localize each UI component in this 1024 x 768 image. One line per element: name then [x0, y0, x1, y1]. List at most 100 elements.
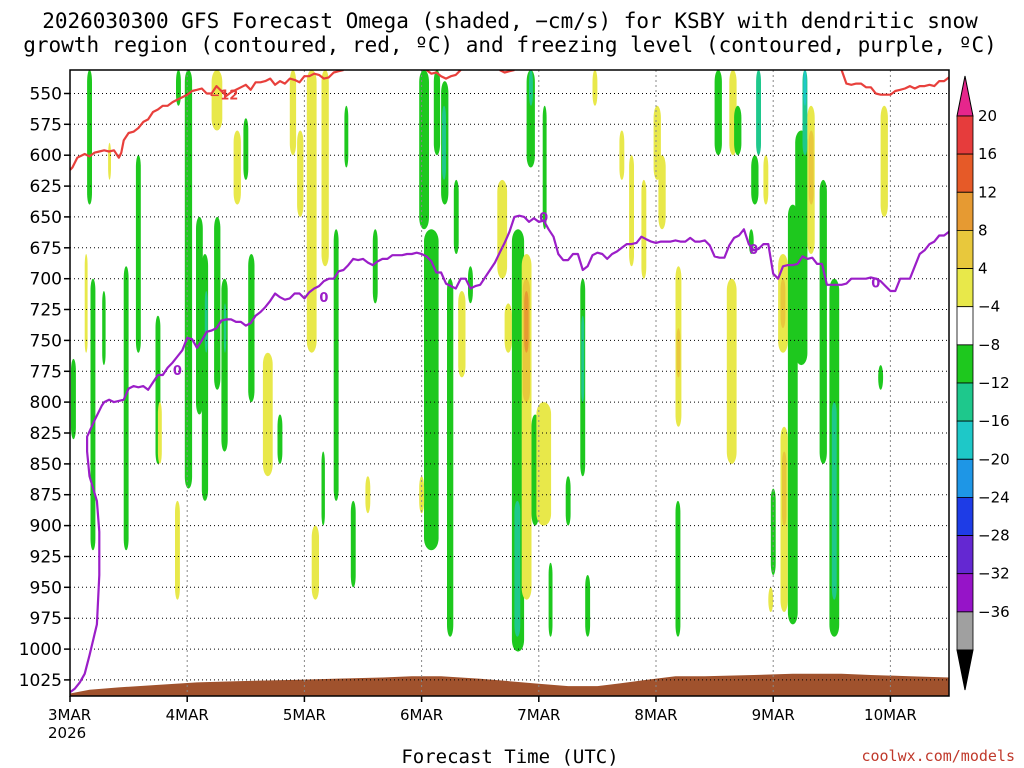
y-tick-label: 1025 [19, 671, 62, 691]
x-tick-label: 10MAR [864, 706, 917, 724]
colorbar-segment [956, 420, 974, 460]
omega-cell [763, 155, 769, 205]
colorbar-label: −28 [978, 527, 1010, 545]
omega-cell [289, 70, 297, 156]
omega-cell [497, 179, 508, 279]
omega-cell [524, 291, 529, 353]
omega-cell [629, 155, 634, 267]
x-tick-label: 8MAR [634, 706, 677, 724]
x-tick-label: 9MAR [752, 706, 795, 724]
colorbar-label: 8 [978, 221, 988, 239]
omega-cell [71, 358, 76, 440]
omega-cell [447, 278, 454, 637]
omega-cell [803, 70, 807, 106]
omega-cell [536, 402, 552, 526]
colorbar-label: −32 [978, 565, 1010, 583]
colorbar-segment [956, 573, 974, 613]
colorbar-label: −4 [978, 298, 1000, 316]
x-tick-label: 5MAR [283, 706, 326, 724]
omega-cell [542, 105, 547, 230]
omega-cell [433, 70, 441, 156]
omega-shading [71, 70, 888, 652]
omega-cell [734, 105, 742, 156]
dendritic-growth-contour [840, 70, 949, 96]
freezing-level-label: 0 [749, 243, 758, 258]
colorbar-label: −24 [978, 488, 1010, 506]
omega-cell [756, 70, 761, 156]
y-tick-label: 750 [30, 331, 62, 351]
omega-cell [262, 352, 273, 477]
omega-cell [233, 130, 241, 205]
colorbar-segment [956, 496, 974, 536]
freezing-level-label: 0 [539, 211, 548, 226]
omega-cell [658, 155, 666, 230]
omega-cell [675, 500, 681, 637]
colorbar-label: −8 [978, 336, 1000, 354]
x-tick-label: 6MAR [400, 706, 443, 724]
omega-cell [214, 216, 221, 390]
dendritic-growth-contour [70, 70, 344, 171]
x-tick-label: 3MAR [48, 706, 91, 724]
colorbar-label: 4 [978, 260, 988, 278]
omega-cell [248, 254, 255, 403]
omega-cell [782, 451, 787, 526]
omega-cell [424, 229, 439, 551]
freezing-level-label: 0 [319, 291, 328, 306]
y-tick-label: 725 [30, 301, 62, 321]
colorbar-label: −16 [978, 412, 1010, 430]
omega-cell [419, 70, 429, 230]
omega-cell [333, 229, 339, 501]
omega-cell [321, 70, 329, 267]
dendritic-growth-contour [425, 70, 462, 80]
colorbar-segment [956, 344, 974, 384]
omega-cell [372, 229, 378, 304]
colorbar-segment [956, 535, 974, 575]
omega-cell [176, 70, 181, 106]
x-tick-label: 4MAR [166, 706, 209, 724]
omega-cell [619, 130, 625, 180]
y-tick-label: 1000 [19, 640, 62, 660]
freezing-level-contour [70, 214, 949, 694]
omega-cell [880, 105, 888, 217]
omega-cell [795, 130, 808, 366]
y-tick-label: 650 [30, 208, 62, 228]
omega-cell [211, 70, 223, 131]
colorbar-label: 20 [978, 107, 997, 125]
omega-cell [780, 278, 786, 329]
colorbar-segment [956, 191, 974, 231]
omega-cell [453, 179, 459, 254]
omega-cell [442, 105, 446, 180]
y-tick-label: 975 [30, 609, 62, 629]
omega-cell [831, 402, 837, 600]
omega-cell [87, 70, 92, 205]
omega-cell [751, 155, 759, 205]
x-tick-label: 7MAR [517, 706, 560, 724]
colorbar-segment [956, 268, 974, 308]
colorbar-top-triangle [956, 75, 974, 117]
omega-cell [514, 500, 521, 637]
freezing-level-label: 0 [173, 364, 182, 379]
grid-lines [70, 70, 949, 696]
omega-cell [565, 476, 571, 526]
omega-cell [84, 254, 88, 353]
dendritic-contour-label: −12 [209, 89, 238, 104]
omega-cell [676, 328, 681, 378]
omega-cell [768, 587, 774, 612]
colorbar-segment [956, 611, 974, 651]
colorbar-segment [956, 115, 974, 155]
y-tick-label: 625 [30, 177, 62, 197]
omega-cell [344, 105, 349, 168]
y-tick-label: 950 [30, 578, 62, 598]
omega-cell [529, 70, 533, 106]
colorbar-segment [956, 229, 974, 269]
terrain-area [70, 673, 949, 696]
omega-cell [277, 414, 283, 464]
omega-cell [157, 402, 162, 464]
y-tick-label: 775 [30, 362, 62, 382]
omega-cell [592, 70, 598, 106]
omega-cell [350, 500, 356, 588]
omega-cell [726, 278, 737, 464]
omega-cell [468, 266, 473, 304]
